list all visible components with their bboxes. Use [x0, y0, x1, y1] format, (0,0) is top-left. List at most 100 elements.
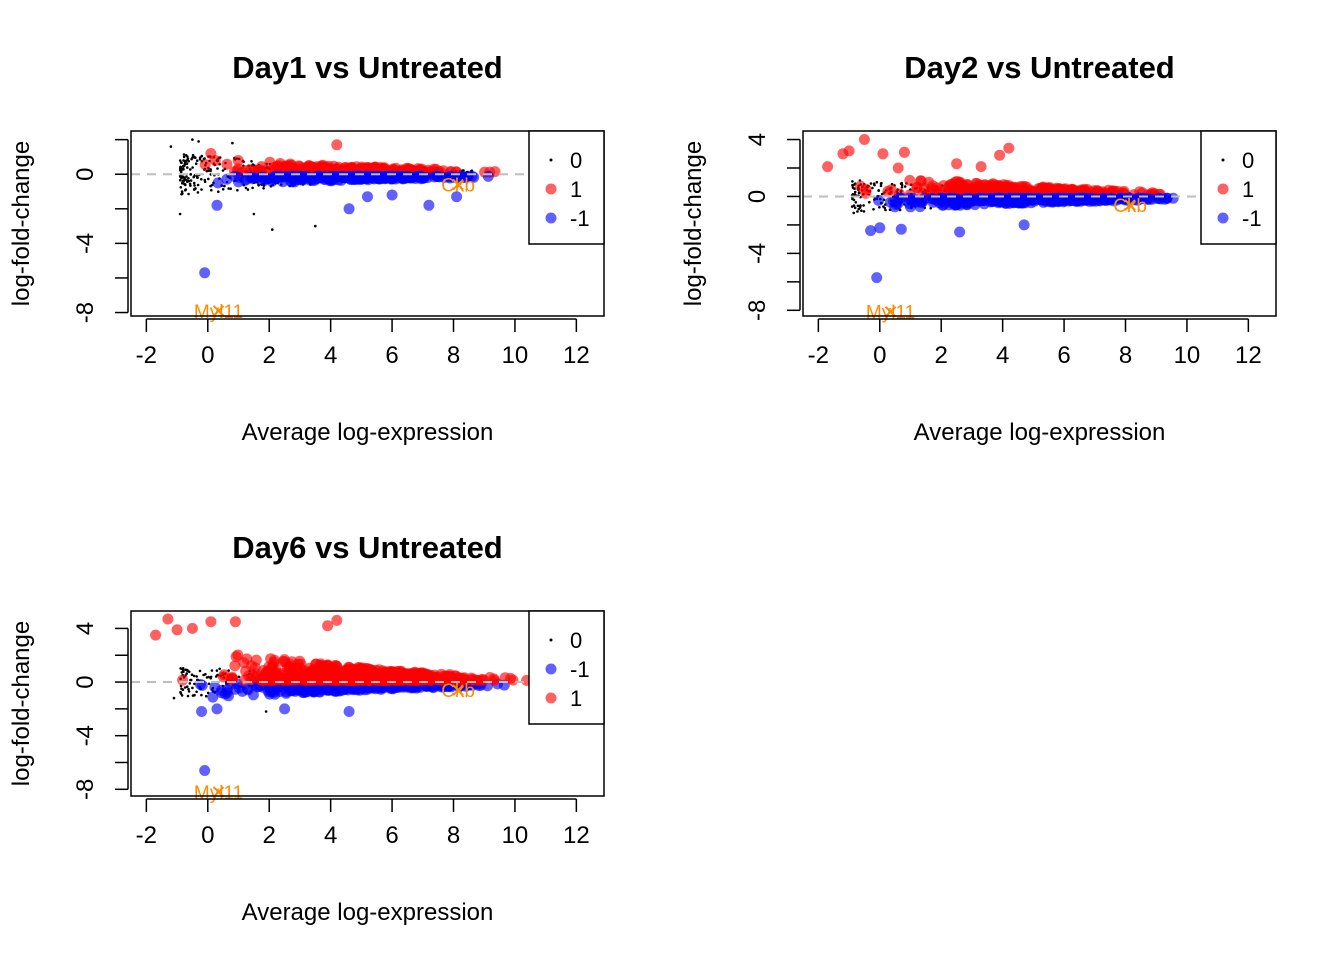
- up-regulated-point: [951, 158, 963, 170]
- not-sig-point: [851, 186, 855, 189]
- not-sig-point: [181, 175, 184, 178]
- legend-label: -1: [570, 206, 590, 231]
- down-regulated-point: [199, 267, 211, 279]
- down-regulated-point: [961, 193, 973, 205]
- not-sig-point: [853, 190, 857, 194]
- not-sig-point: [229, 187, 232, 190]
- y-tick-label: -4: [744, 243, 771, 264]
- x-tick-label: -2: [808, 342, 829, 369]
- x-tick-label: 8: [1119, 342, 1132, 369]
- not-sig-point: [203, 178, 207, 182]
- y-tick-label: -8: [72, 779, 99, 800]
- down-regulated-point: [978, 194, 990, 206]
- y-axis: -8 -4 0: [72, 138, 129, 323]
- down-regulated-point: [343, 706, 355, 717]
- legend-label: 0: [570, 628, 582, 653]
- down-regulated-point: [927, 193, 939, 205]
- not-sig-point: [207, 169, 210, 172]
- down-regulated-point: [343, 203, 355, 215]
- x-axis: -2 0 2 4 6 8 10 12: [136, 798, 590, 849]
- y-tick-label: 4: [744, 133, 771, 146]
- y-tick-label: 0: [72, 675, 99, 688]
- down-regulated-point: [236, 685, 248, 697]
- not-sig-point: [195, 690, 198, 694]
- not-sig-point: [207, 682, 211, 686]
- up-regulated-point: [232, 155, 244, 166]
- legend-label: 0: [1242, 148, 1254, 173]
- not-sig-point: [180, 192, 183, 196]
- not-sig-point: [179, 186, 183, 189]
- not-sig-point: [856, 204, 860, 208]
- up-regulated-point: [892, 162, 904, 174]
- not-sig-point: [185, 178, 188, 182]
- legend: 0 -1 1: [528, 610, 605, 725]
- down-regulated-point: [895, 223, 907, 235]
- up-regulated-point: [249, 670, 261, 682]
- not-sig-point: [180, 181, 184, 185]
- not-sig-point: [872, 182, 876, 185]
- not-sig-point: [862, 204, 865, 207]
- not-sig-point: [189, 173, 193, 176]
- not-sig-point: [880, 181, 883, 185]
- up-regulated-point: [424, 669, 436, 681]
- up-regulated-point: [397, 674, 409, 686]
- not-sig-point: [246, 188, 250, 191]
- not-sig-point: [187, 177, 190, 180]
- not-sig-point: [852, 211, 855, 215]
- not-sig-point: [856, 210, 859, 213]
- highlight-label: Ckb: [441, 176, 475, 197]
- x-axis-label: Average log-expression: [914, 419, 1166, 446]
- legend-box: [528, 130, 605, 245]
- not-sig-point: [182, 164, 185, 168]
- y-axis-label: log-fold-change: [8, 141, 35, 306]
- highlight-marker: [452, 178, 464, 191]
- not-sig-point: [193, 693, 196, 697]
- not-sig-point: [223, 184, 226, 188]
- not-sig-point: [180, 671, 184, 674]
- legend-marker: [549, 638, 553, 642]
- x-tick-label: 2: [935, 342, 948, 369]
- up-regulated-point: [898, 146, 910, 158]
- not-sig-point: [900, 181, 903, 185]
- not-sig-point: [877, 189, 881, 192]
- down-regulated-point: [1040, 193, 1052, 205]
- not-sig-point: [850, 205, 854, 208]
- legend-marker: [1217, 212, 1229, 224]
- not-sig-point: [204, 694, 208, 698]
- down-regulated-point: [280, 687, 292, 699]
- not-sig-point: [879, 184, 883, 188]
- not-sig-point: [221, 188, 225, 191]
- down-regulated-point: [415, 171, 427, 183]
- not-sig-point: [859, 204, 862, 207]
- down-regulated-point: [1029, 193, 1041, 205]
- up-regulated-point: [904, 174, 916, 186]
- down-regulated-point: [908, 196, 920, 208]
- not-sig-point: [882, 205, 885, 208]
- not-sig-point: [178, 178, 182, 182]
- highlight-gene: Ckb: [1113, 196, 1147, 217]
- x-axis: -2 0 2 4 6 8 10 12: [808, 318, 1262, 369]
- x-tick-label: 4: [996, 342, 1009, 369]
- not-sig-point: [851, 180, 854, 183]
- down-regulated-point: [1063, 195, 1075, 207]
- highlight-marker: [212, 305, 225, 317]
- up-regulated-point: [171, 624, 183, 636]
- up-regulated-point: [353, 674, 365, 686]
- highlight-label: Ckb: [1113, 196, 1147, 217]
- up-regulated-point: [221, 158, 233, 170]
- up-regulated-point: [484, 672, 496, 683]
- up-regulated-point: [975, 161, 987, 173]
- highlight-label: Myl11: [194, 302, 243, 323]
- not-sig-point: [207, 675, 210, 679]
- down-regulated-point: [1009, 193, 1021, 205]
- not-sig-point: [857, 191, 861, 195]
- not-sig-point: [871, 186, 874, 190]
- up-regulated-point: [225, 673, 237, 685]
- not-sig-point: [878, 206, 881, 209]
- y-axis: -8 -4 0 4: [72, 622, 129, 800]
- not-sig-point: [192, 155, 196, 159]
- not-sig-point: [215, 669, 219, 672]
- down-regulated-point: [196, 706, 208, 717]
